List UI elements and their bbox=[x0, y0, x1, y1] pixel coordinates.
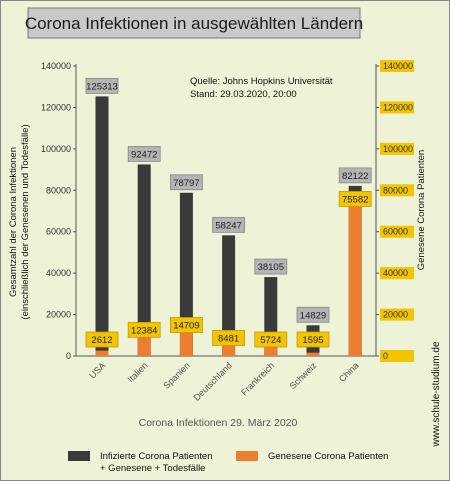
source-line-2: Stand: 29.03.2020, 20:00 bbox=[190, 89, 297, 100]
bar-recovered bbox=[306, 352, 320, 356]
y-tick-label: 80000 bbox=[46, 185, 71, 195]
bar-recovered bbox=[95, 350, 109, 356]
y2-tick-highlight bbox=[380, 60, 414, 72]
data-label-box-infected bbox=[85, 78, 119, 94]
x-tick-label: Frankreich bbox=[239, 360, 276, 397]
y-tick-label: 20000 bbox=[46, 310, 71, 320]
x-tick-label: USA bbox=[87, 360, 107, 380]
legend-label-recovered: Genesene Corona Patienten bbox=[268, 451, 388, 462]
chart-title: Corona Infektionen in ausgewählten Lände… bbox=[25, 14, 363, 33]
data-label-box-recovered bbox=[338, 191, 372, 207]
bar-recovered bbox=[179, 325, 193, 356]
x-axis-title: Corona Infektionen 29. März 2020 bbox=[139, 417, 298, 429]
bar-recovered bbox=[264, 344, 278, 356]
y2-tick-highlight bbox=[380, 225, 414, 238]
data-label-infected: 58247 bbox=[215, 220, 241, 231]
data-label-recovered: 2612 bbox=[91, 335, 112, 346]
y2-tick-label: 40000 bbox=[383, 268, 408, 278]
x-tick-label: Spanien bbox=[161, 360, 191, 390]
data-label-recovered: 12384 bbox=[131, 325, 157, 336]
data-label-box-recovered bbox=[254, 331, 288, 348]
y-tick-label: 120000 bbox=[41, 102, 71, 112]
source-line-1: Quelle: Johns Hopkins Universität bbox=[190, 76, 333, 87]
y-axis-title-line-2: (einschließlich der Genesenen und Todesf… bbox=[20, 124, 31, 319]
y2-tick-label: 20000 bbox=[383, 310, 408, 320]
data-label-infected: 125313 bbox=[86, 81, 118, 92]
data-label-infected: 14829 bbox=[300, 310, 326, 321]
data-label-box-infected bbox=[127, 146, 161, 162]
y-tick-label: 0 bbox=[66, 351, 71, 361]
data-label-box-infected bbox=[254, 258, 288, 275]
y2-tick-highlight bbox=[380, 267, 414, 280]
x-tick-label: Deutschland bbox=[192, 360, 234, 402]
y-tick-label: 40000 bbox=[46, 268, 71, 278]
data-label-box-recovered bbox=[169, 317, 203, 333]
data-label-box-recovered bbox=[212, 330, 246, 346]
data-label-recovered: 5724 bbox=[260, 335, 281, 346]
y2-tick-highlight bbox=[380, 308, 414, 321]
bar-infected bbox=[222, 235, 236, 356]
legend-swatch-infected bbox=[68, 451, 90, 461]
bar-infected bbox=[95, 96, 109, 357]
data-label-box-infected bbox=[169, 174, 203, 191]
data-label-recovered: 14709 bbox=[173, 321, 199, 332]
x-tick-label: China bbox=[337, 360, 361, 384]
bar-infected bbox=[179, 192, 193, 356]
y2-tick-highlight bbox=[380, 184, 414, 197]
x-tick-label: Italien bbox=[126, 360, 150, 384]
y-tick-label: 60000 bbox=[46, 227, 71, 237]
legend-label-infected-line-1: Infizierte Corona Patienten bbox=[100, 451, 212, 462]
y-axis-title-line-1: Gesamtzahl der Corona Infektionen bbox=[8, 147, 19, 297]
data-label-infected: 78797 bbox=[173, 178, 199, 189]
data-label-recovered: 8481 bbox=[218, 333, 239, 344]
y-tick-label: 140000 bbox=[41, 61, 71, 71]
data-label-box-infected bbox=[296, 306, 330, 323]
data-label-box-recovered bbox=[127, 321, 161, 338]
y2-tick-highlight bbox=[380, 101, 414, 114]
data-label-box-recovered bbox=[296, 331, 330, 348]
y2-tick-label: 120000 bbox=[383, 102, 413, 112]
bar-recovered bbox=[348, 199, 362, 356]
data-label-infected: 82122 bbox=[342, 171, 368, 182]
y2-axis-title: Genesene Corona Patienten bbox=[416, 150, 427, 270]
y2-tick-label: 140000 bbox=[383, 61, 413, 71]
y2-tick-label: 0 bbox=[383, 351, 388, 361]
x-tick-label: Schweiz bbox=[288, 360, 319, 391]
plot-area: 0 20000 40000 60000 80000 100000 120000 140000 0… bbox=[41, 60, 414, 403]
legend-label-infected-line-2: + Genesene + Todesfälle bbox=[100, 463, 205, 474]
data-label-recovered: 75582 bbox=[342, 194, 368, 205]
y2-tick-highlight bbox=[380, 350, 414, 362]
data-label-box-infected bbox=[212, 216, 246, 233]
y2-tick-label: 80000 bbox=[383, 185, 408, 195]
y2-tick-label: 100000 bbox=[383, 144, 413, 154]
y2-tick-highlight bbox=[380, 142, 414, 155]
data-label-infected: 38105 bbox=[258, 262, 284, 273]
y2-tick-label: 60000 bbox=[383, 227, 408, 237]
data-label-box-infected bbox=[338, 167, 372, 184]
y-tick-label: 100000 bbox=[41, 144, 71, 154]
data-label-infected: 92472 bbox=[131, 149, 157, 160]
data-label-recovered: 1595 bbox=[302, 335, 323, 346]
bar-infected bbox=[137, 164, 151, 356]
title-box bbox=[27, 7, 361, 39]
data-label-box-recovered bbox=[85, 331, 119, 348]
legend-swatch-recovered bbox=[236, 451, 258, 461]
website-watermark: www.schule-studium.de bbox=[431, 341, 442, 447]
